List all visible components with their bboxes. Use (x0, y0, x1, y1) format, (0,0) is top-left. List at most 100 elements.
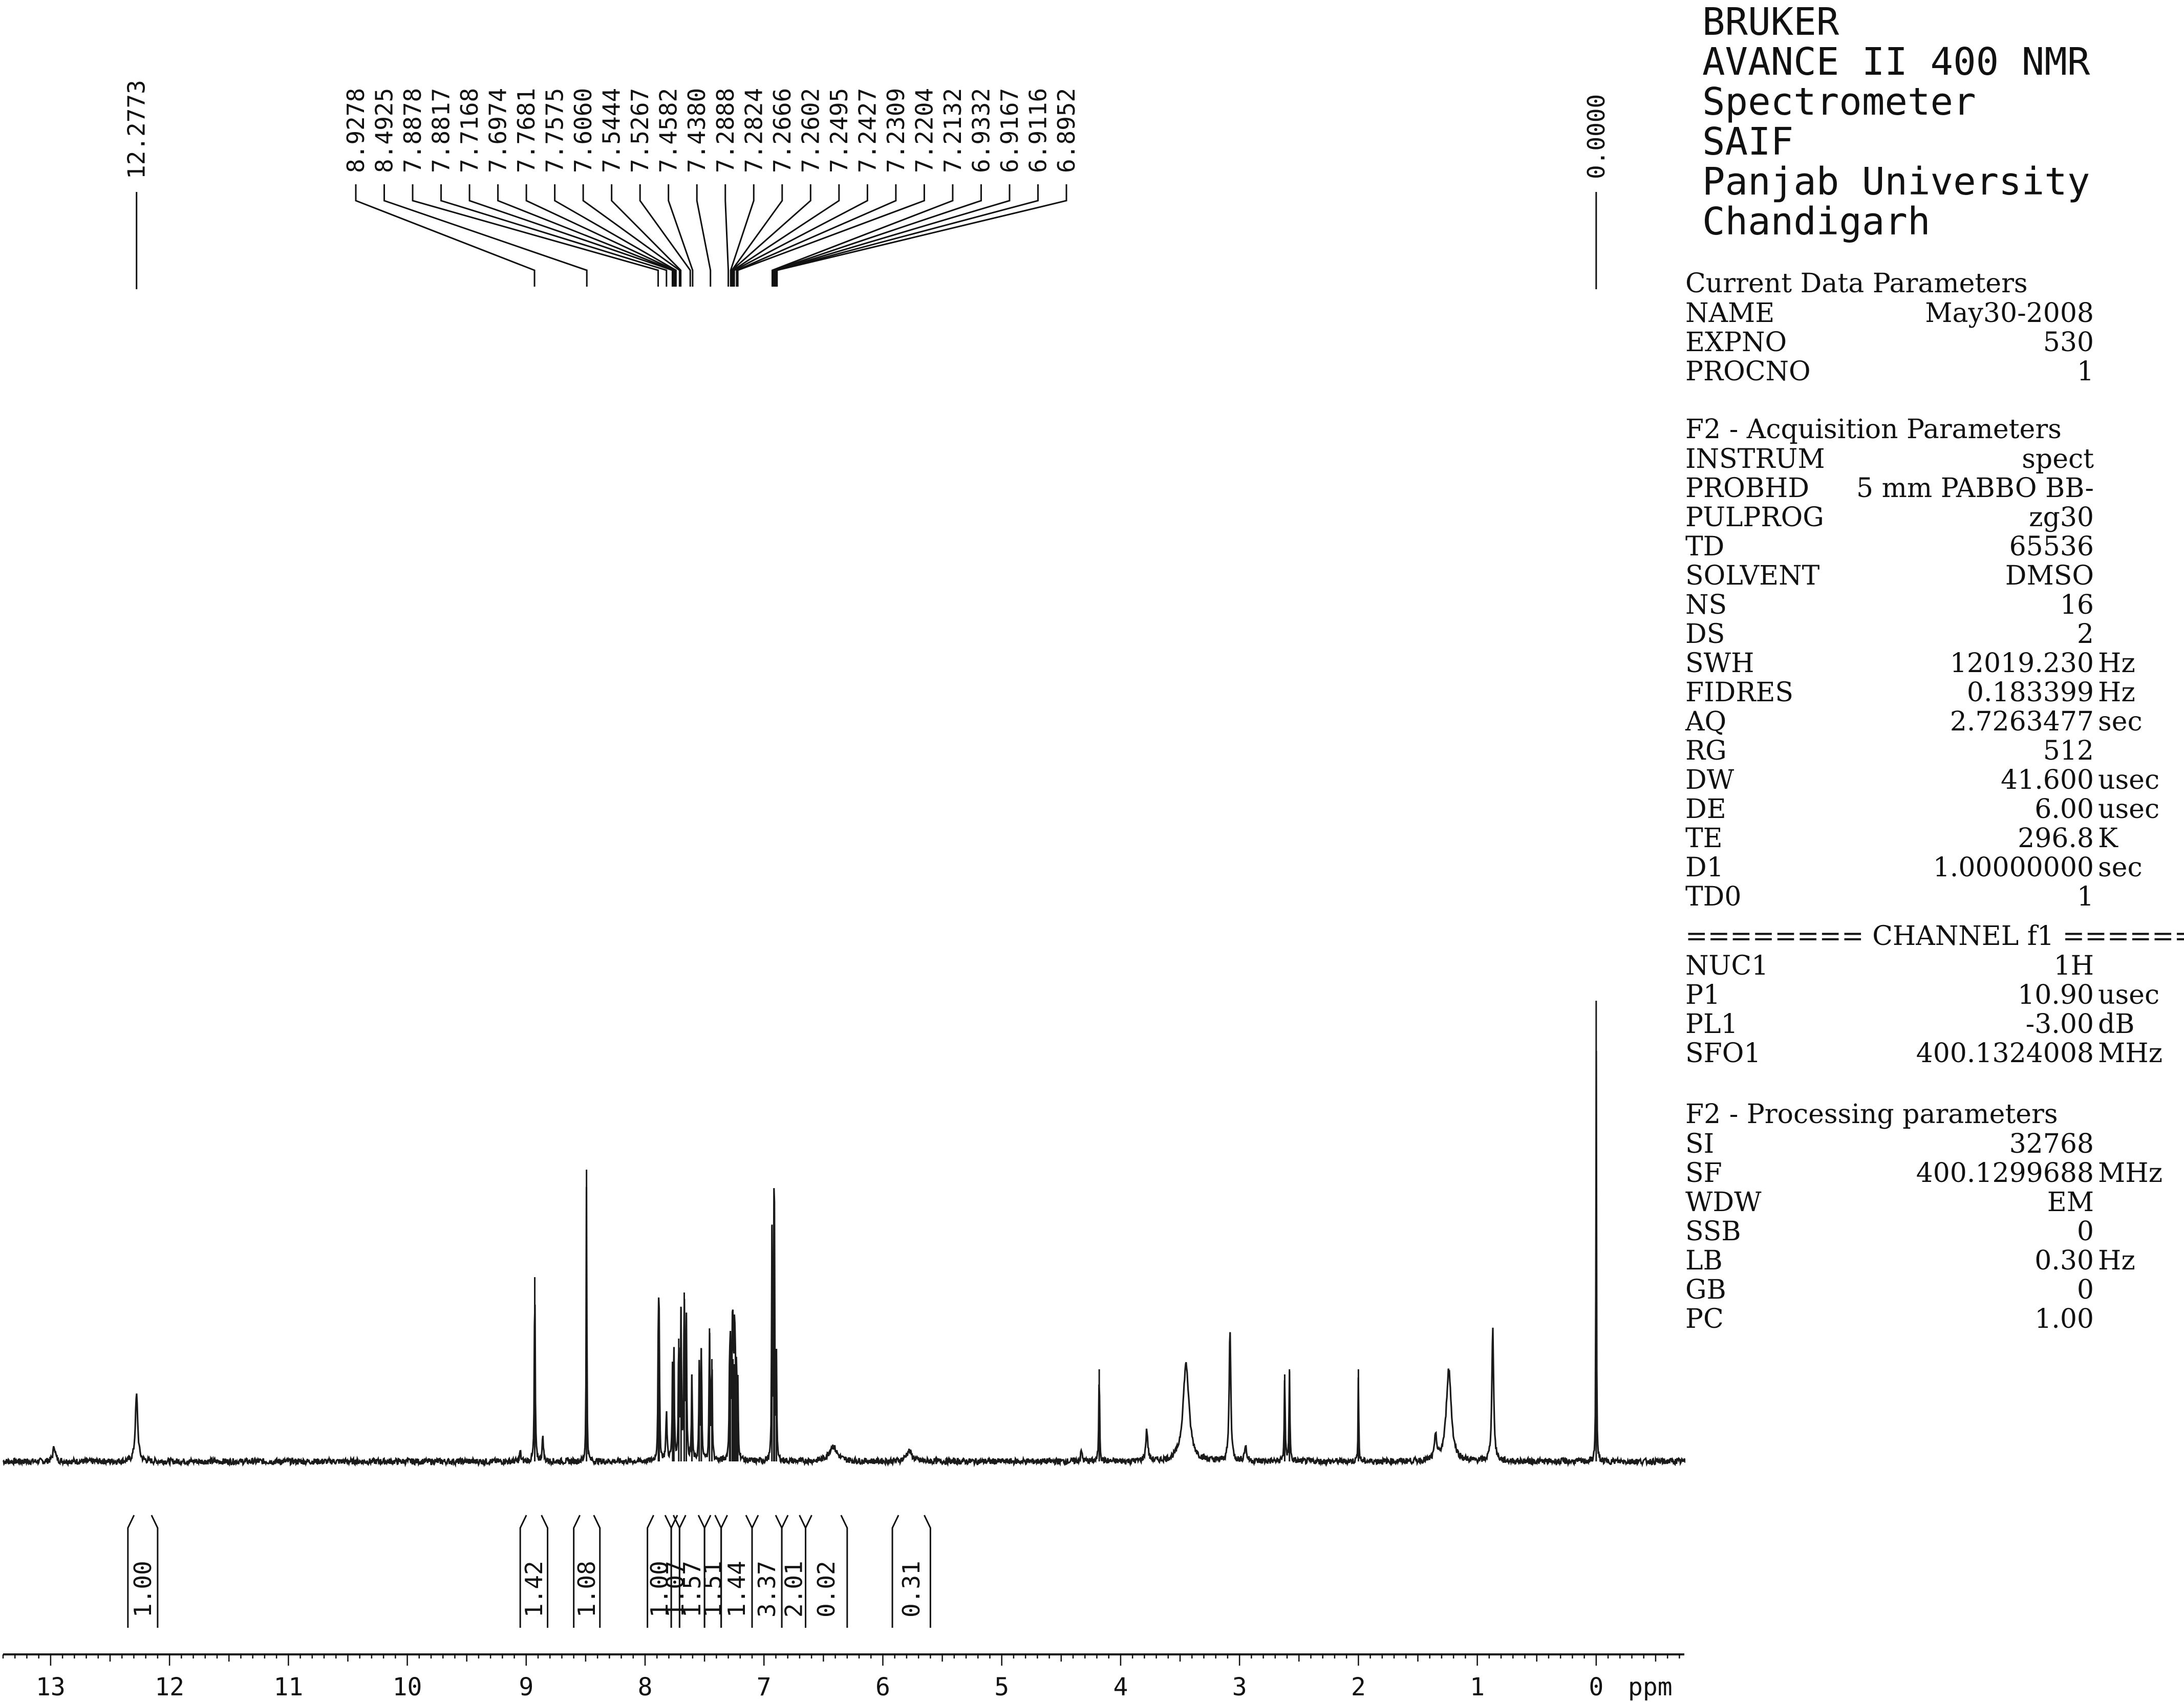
x-tick-label: 0 (1589, 1673, 1603, 1701)
peak-label: 7.8817 (427, 88, 455, 173)
peak-label: 7.2132 (939, 88, 967, 173)
param-value: 6.00 (2035, 794, 2094, 825)
acquisition-row: PROBHD 5 mm PABBO BB- (1685, 473, 2177, 503)
processing-row: SSB 0 (1685, 1217, 2177, 1246)
integral-value: 1.08 (573, 1561, 601, 1618)
processing-row: GB 0 (1685, 1275, 2177, 1305)
peak-label-leader (383, 184, 588, 287)
param-key: DW (1685, 765, 1735, 795)
header-line: AVANCE II 400 NMR (1702, 40, 2090, 84)
channel-row: PL1 -3.00 dB (1685, 1009, 2177, 1039)
x-tick-label: 6 (875, 1673, 890, 1701)
param-key: P1 (1685, 980, 1721, 1010)
param-value: 400.1299688 (1916, 1158, 2094, 1189)
param-key: EXPNO (1685, 327, 1787, 358)
param-unit: usec (2098, 980, 2160, 1010)
param-unit: sec (2098, 706, 2143, 737)
param-value: 5 mm PABBO BB- (1856, 473, 2094, 504)
integral-bracket-left (781, 1515, 789, 1628)
peak-label: 7.2495 (825, 88, 853, 173)
x-tick-label: 12 (155, 1673, 184, 1701)
peak-label: 7.5444 (598, 88, 626, 173)
param-key: D1 (1685, 852, 1724, 883)
peak-label-leader (731, 184, 811, 287)
x-tick-label: 10 (393, 1673, 422, 1701)
peak-label: 6.8952 (1053, 88, 1080, 173)
peak-label-leader (730, 184, 755, 287)
processing-row: WDW EM (1685, 1188, 2177, 1217)
param-value: 0.183399 (1966, 677, 2094, 708)
param-unit: sec (2098, 852, 2143, 883)
acquisition-row: TD 65536 (1685, 532, 2177, 562)
header-line: SAIF (1702, 120, 1794, 164)
param-value: 0.30 (2035, 1245, 2094, 1276)
integral-bracket-left (891, 1515, 900, 1628)
param-value: 512 (2043, 736, 2094, 766)
peak-label-leader (737, 184, 925, 287)
peak-label-leader (736, 184, 897, 287)
param-unit: MHz (2098, 1158, 2162, 1189)
param-key: RG (1685, 736, 1727, 766)
peak-label-leader (696, 184, 712, 287)
param-value: May30-2008 (1925, 298, 2094, 329)
param-value: 530 (2043, 327, 2094, 358)
integral-bracket-left (573, 1515, 581, 1628)
param-unit: usec (2098, 794, 2160, 825)
acquisition-row: AQ 2.7263477 sec (1685, 707, 2177, 737)
isolated-peak-label: 12.2773 (123, 80, 151, 179)
param-key: PL1 (1685, 1009, 1738, 1040)
integral-bracket-left (805, 1515, 812, 1628)
integral-1: 1.42 (519, 1515, 549, 1628)
x-tick-label: 3 (1232, 1673, 1247, 1701)
param-key: DE (1685, 794, 1726, 825)
peak-label: 7.2204 (910, 88, 938, 173)
param-value: 12019.230 (1950, 648, 2094, 679)
peak-label: 7.2666 (768, 88, 796, 173)
acquisition-row: TD0 1 (1685, 882, 2177, 912)
peak-label-leader (440, 184, 668, 287)
param-value: 10.90 (2018, 980, 2094, 1010)
param-key: SI (1685, 1129, 1715, 1159)
peak-label-leader (611, 184, 682, 287)
param-key: TE (1685, 823, 1723, 854)
parameter-panel: BRUKER AVANCE II 400 NMR Spectrometer SAIF P… (1685, 0, 2184, 1362)
param-value: EM (2047, 1187, 2094, 1218)
peak-label-leader (355, 184, 536, 287)
integral-value: 1.00 (129, 1561, 157, 1618)
channel-row: SFO1 400.1324008 MHz (1685, 1039, 2177, 1068)
x-axis: 13 12 11 10 9 8 7 6 5 4 3 2 1 0 ppm (2, 1653, 1684, 1701)
peak-label: 7.2309 (882, 88, 910, 173)
processing-row: SI 32768 (1685, 1129, 2177, 1159)
integral-bracket-left (519, 1515, 527, 1628)
param-unit: Hz (2098, 677, 2135, 708)
spectrum-trace (2, 1050, 1685, 1468)
peak-label-leader (773, 184, 982, 287)
integral-value: 3.37 (753, 1561, 781, 1618)
header-line: Chandigarh (1702, 200, 1931, 244)
x-tick-label: 9 (519, 1673, 533, 1701)
integral-bracket-right (541, 1515, 549, 1628)
integral-value: 1.07 (661, 1561, 689, 1618)
param-key: NUC1 (1685, 951, 1769, 981)
integral-value: 2.01 (780, 1561, 807, 1618)
param-key: FIDRES (1685, 677, 1794, 708)
acquisition-row: NS 16 (1685, 590, 2177, 620)
x-axis-label: ppm (1628, 1673, 1673, 1701)
param-unit: usec (2098, 765, 2160, 795)
param-key: NAME (1685, 298, 1775, 329)
param-key: LB (1685, 1245, 1723, 1276)
x-tick-label: 11 (273, 1673, 303, 1701)
integral-7: 1.44 (720, 1515, 753, 1628)
integral-value: 1.57 (678, 1561, 706, 1618)
peak-label-leader (554, 184, 677, 287)
integral-value: 1.44 (723, 1561, 751, 1618)
acquisition-row: D1 1.00000000 sec (1685, 853, 2177, 882)
param-value: zg30 (2029, 502, 2094, 533)
integral-value: 0.31 (897, 1561, 925, 1618)
header-line: Panjab University (1702, 160, 2090, 204)
header-line: Spectrometer (1702, 80, 1976, 124)
peak-label: 7.5267 (626, 88, 654, 173)
integral-layer: 1.00 1.42 1.08 1.001.071.571.511.44 3.372.01… (127, 1515, 931, 1628)
integral-bracket-left (703, 1515, 712, 1628)
peak-label: 7.6974 (484, 88, 512, 173)
